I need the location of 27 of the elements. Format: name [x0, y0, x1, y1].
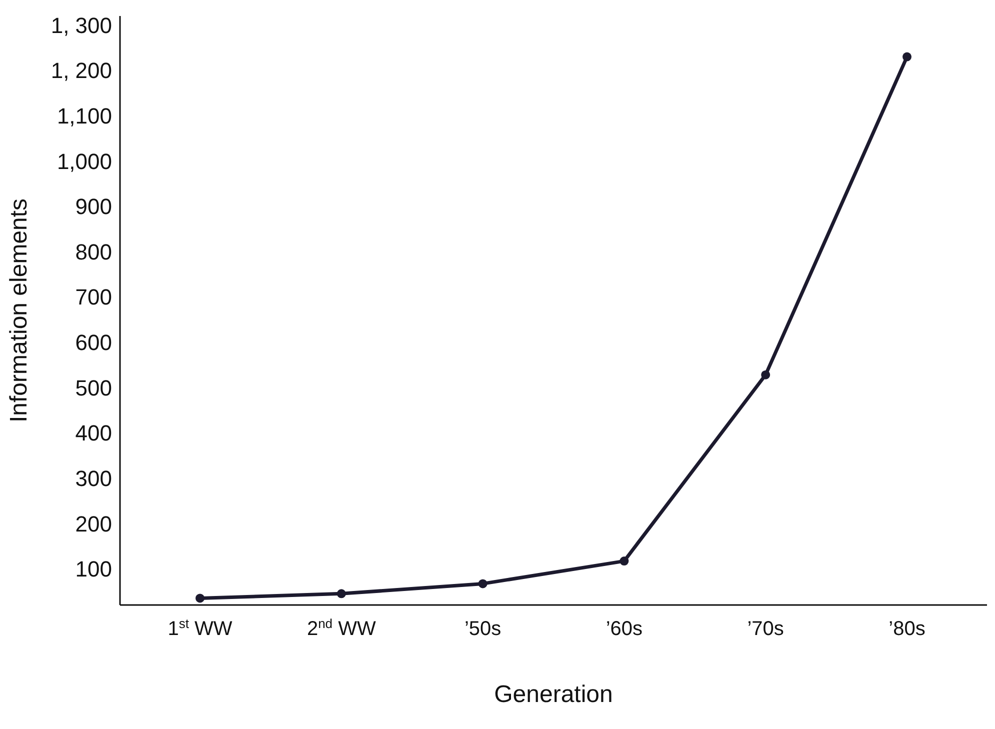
- point: [902, 52, 912, 62]
- point: [478, 579, 488, 588]
- x-tick-label: 2$^{nd}$ WW: [306, 616, 376, 640]
- x-axis-title: Generation: [494, 681, 613, 708]
- y-tick-label: 300: [75, 466, 112, 491]
- x-tick-label: ’50s: [464, 618, 502, 640]
- y-tick-label: 100: [75, 556, 112, 582]
- x-tick-label: ’70s: [747, 618, 784, 640]
- y-tick-label: 1,100: [56, 103, 112, 128]
- point: [336, 589, 346, 598]
- y-tick-label: 1, 200: [50, 58, 112, 84]
- y-tick-label: 800: [75, 239, 112, 264]
- y-tick-label: 700: [75, 284, 112, 310]
- y-tick-label: 900: [75, 194, 112, 220]
- point: [620, 556, 629, 566]
- x-tick-label: ’60s: [606, 618, 643, 640]
- point: [196, 594, 204, 603]
- y-tick-label: 1, 300: [50, 12, 112, 38]
- point: [761, 370, 770, 380]
- x-tick-label: 1$^{st}$ WW: [168, 616, 232, 640]
- y-tick-label: 500: [75, 375, 112, 400]
- y-tick-label: 600: [75, 330, 112, 356]
- y-tick-label: 1,000: [56, 148, 112, 174]
- y-tick-label: 400: [75, 420, 112, 446]
- y-tick-label: 200: [75, 511, 112, 536]
- y-axis-title: Information elements: [6, 198, 33, 423]
- x-tick-label: ’80s: [888, 618, 926, 640]
